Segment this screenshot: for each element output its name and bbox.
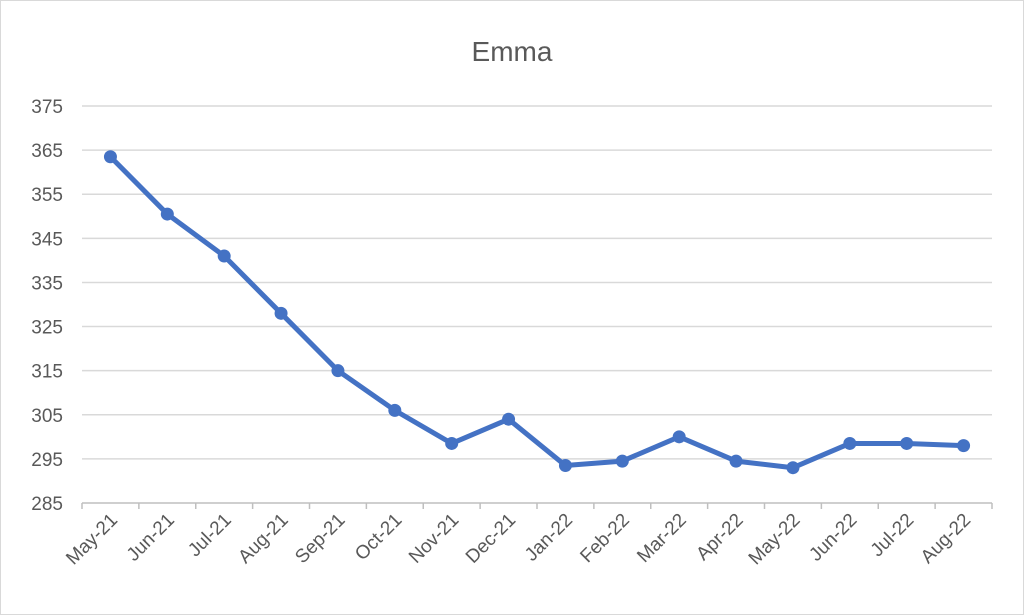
y-tick-label: 355: [31, 185, 63, 206]
x-tick-label: Aug-21: [234, 510, 292, 568]
data-point: [615, 454, 629, 468]
data-point: [843, 436, 857, 450]
x-tick-label: Jun-21: [123, 510, 179, 566]
x-tick-label: Feb-22: [576, 510, 633, 567]
x-tick-label: Aug-22: [917, 510, 975, 568]
data-point: [274, 306, 288, 320]
x-tick-label: Apr-22: [692, 510, 747, 565]
data-point: [445, 436, 459, 450]
series-layer: [103, 150, 971, 475]
y-tick-label: 345: [31, 229, 63, 250]
chart-title: Emma: [472, 36, 553, 67]
x-tick-label: Mar-22: [633, 510, 690, 567]
x-tick-label: May-21: [62, 510, 122, 570]
x-tick-label: Nov-21: [405, 510, 463, 568]
data-point: [160, 207, 174, 221]
x-tick-label: Oct-21: [351, 510, 406, 565]
y-tick-label: 365: [31, 141, 63, 162]
grid-layer: [81, 105, 993, 509]
data-point: [558, 459, 572, 473]
x-tick-label: Sep-21: [291, 510, 349, 568]
data-point: [672, 430, 686, 444]
y-tick-label: 325: [31, 318, 63, 339]
data-point: [900, 436, 914, 450]
x-tick-label: Jan-22: [521, 510, 577, 566]
data-point: [729, 454, 743, 468]
x-tick-label: Jul-22: [867, 510, 918, 561]
data-point: [502, 412, 516, 426]
data-point: [388, 403, 402, 417]
data-point: [217, 249, 231, 263]
y-tick-label: 295: [31, 450, 63, 471]
y-tick-label: 305: [31, 406, 63, 427]
data-point: [103, 150, 117, 164]
data-point: [786, 461, 800, 475]
y-tick-labels: 285 295 305 315 325 335 345 355 365 375: [31, 97, 63, 515]
y-tick-label: 285: [31, 494, 63, 515]
x-tick-label: May-22: [745, 510, 805, 570]
y-tick-label: 375: [31, 97, 63, 118]
y-tick-label: 315: [31, 362, 63, 383]
data-point: [331, 364, 345, 378]
data-point: [957, 439, 971, 453]
x-tick-label: Jul-21: [184, 510, 235, 561]
x-tick-label: Jun-22: [805, 510, 861, 566]
series-line: [107, 154, 967, 471]
y-tick-label: 335: [31, 273, 63, 294]
x-tick-label: Dec-21: [462, 510, 520, 568]
